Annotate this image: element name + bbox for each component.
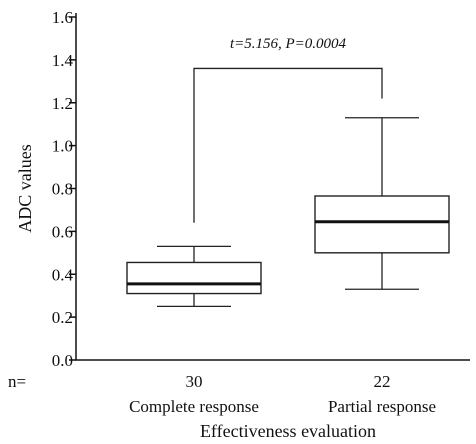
y-tick-label: 0.2: [52, 308, 73, 327]
x-axis-title: Effectiveness evaluation: [200, 421, 376, 441]
test-statistic-annotation: t=5.156, P=0.0004: [230, 36, 347, 52]
box-plot-group: [126, 117, 450, 308]
y-tick-label: 0.4: [52, 265, 74, 284]
y-tick-label: 0.0: [52, 351, 73, 370]
y-tick-label: 0.8: [52, 180, 73, 199]
n-prefix-label: n=: [8, 372, 26, 391]
y-tick-label: 1.6: [52, 8, 73, 27]
iqr-box: [314, 195, 450, 254]
significance-bracket: [193, 67, 383, 223]
x-category-label: Complete response: [129, 397, 259, 416]
y-axis-title: ADC values: [15, 144, 35, 233]
n-count-label: 22: [374, 372, 391, 391]
y-tick-label: 1.0: [52, 137, 73, 156]
axes-lines: [75, 13, 470, 361]
y-tick-label: 0.6: [52, 222, 73, 241]
x-category-labels: 30 Complete response 22 Partial response: [129, 372, 436, 416]
y-tick-label: 1.4: [52, 51, 74, 70]
n-count-label: 30: [186, 372, 203, 391]
iqr-box: [126, 261, 262, 295]
x-category-label: Partial response: [328, 397, 436, 416]
bracket-line: [193, 67, 383, 223]
y-axis-ticks: 0.0 0.2 0.4 0.6 0.8 1.0 1.2 1.4 1.6: [52, 8, 76, 370]
y-tick-label: 1.2: [52, 94, 73, 113]
